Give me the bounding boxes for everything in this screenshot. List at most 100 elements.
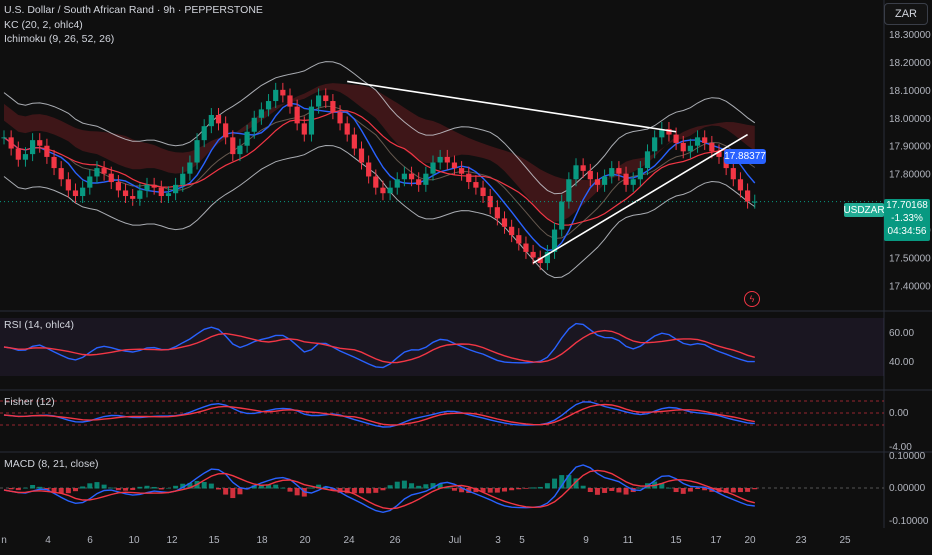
macd-histogram-bar — [258, 484, 264, 489]
candle-body — [8, 137, 14, 149]
fisher-trigger-line — [3, 403, 755, 426]
macd-histogram-bar — [394, 481, 400, 489]
macd-histogram-bar — [544, 483, 550, 489]
date-tick-label: 11 — [623, 535, 634, 546]
macd-histogram-bar — [430, 483, 436, 489]
macd-histogram-bar — [444, 487, 450, 489]
macd-histogram-bar — [130, 488, 136, 491]
macd-histogram-bar — [573, 478, 579, 489]
macd-histogram-bar — [637, 487, 643, 489]
candle-body — [251, 117, 257, 132]
fisher-pane-label[interactable]: Fisher (12) — [4, 396, 55, 408]
currency-button[interactable]: ZAR — [884, 3, 928, 25]
candle-body — [752, 201, 758, 203]
macd-histogram-bar — [87, 483, 93, 489]
date-tick-label: 12 — [166, 535, 178, 546]
macd-histogram-bar — [559, 475, 565, 489]
candle-body — [501, 218, 508, 227]
rsi-pane-label[interactable]: RSI (14, ohlc4) — [4, 319, 75, 331]
macd-histogram-bar — [80, 486, 86, 489]
macd-histogram-bar — [416, 485, 422, 489]
macd-histogram-bar — [151, 486, 157, 489]
macd-histogram-bar — [409, 483, 415, 489]
date-tick-label: 25 — [839, 535, 851, 546]
candle-body — [237, 145, 243, 155]
ichimoku-indicator-label[interactable]: Ichimoku (9, 26, 52, 26) — [4, 33, 115, 45]
candle-body — [494, 207, 500, 219]
macd-histogram-bar — [216, 488, 221, 490]
kc-indicator-label[interactable]: KC (20, 2, ohlc4) — [4, 19, 83, 31]
macd-histogram-bar — [30, 484, 36, 489]
candle-body — [709, 142, 715, 152]
last-price-tag: 17.70168 -1.33% 04:34:56 — [884, 199, 930, 241]
candle-body — [330, 101, 336, 113]
candle-body — [65, 179, 71, 191]
macd-histogram-bar — [94, 482, 100, 489]
date-tick-label: n — [1, 535, 7, 546]
candle-body — [644, 151, 651, 169]
candle-body — [616, 168, 622, 174]
candle-body — [58, 168, 64, 180]
macd-histogram-bar — [337, 488, 343, 493]
macd-signal-line — [3, 469, 755, 510]
date-tick-label: 24 — [343, 535, 355, 546]
candle-body — [223, 123, 229, 138]
price-tick-label: 17.50000 — [889, 254, 931, 265]
date-tick-label: 15 — [208, 535, 220, 546]
macd-histogram-bar — [566, 475, 572, 489]
macd-histogram-bar — [115, 488, 121, 491]
last-price: 17.70168 — [886, 200, 928, 211]
candle-body — [609, 168, 615, 177]
macd-histogram-bar — [659, 483, 665, 489]
candle-body — [37, 140, 43, 146]
macd-histogram-bar — [702, 488, 708, 491]
candle-body — [394, 179, 400, 188]
macd-histogram-bar — [123, 488, 129, 491]
candle-body — [580, 165, 586, 171]
macd-histogram-bar — [401, 480, 407, 489]
candle-body — [287, 95, 293, 107]
macd-histogram-bar — [737, 488, 743, 493]
price-tick-label: 17.80000 — [889, 170, 931, 181]
candle-body — [573, 165, 579, 180]
candle-body — [666, 128, 672, 135]
candle-body — [87, 176, 93, 188]
price-tick-label: 17.90000 — [889, 142, 931, 153]
symbol-tag: USDZAR — [843, 203, 885, 217]
symbol-title[interactable]: U.S. Dollar / South African Rand · 9h · … — [4, 4, 263, 16]
candle-body — [387, 187, 393, 194]
date-tick-label: Jul — [449, 535, 462, 546]
candle-body — [265, 101, 272, 110]
candle-body — [745, 190, 751, 202]
macd-histogram-bar — [695, 488, 701, 490]
macd-histogram-bar — [494, 488, 500, 493]
macd-pane-label[interactable]: MACD (8, 21, close) — [4, 458, 99, 470]
candle-body — [680, 142, 686, 152]
macd-histogram-bar — [344, 488, 350, 494]
date-tick-label: 20 — [744, 535, 756, 546]
candle-body — [659, 128, 665, 138]
candle-body — [623, 173, 629, 185]
candle-body — [716, 151, 722, 157]
candle-body — [559, 201, 565, 230]
candle-body — [423, 173, 429, 185]
candle-body — [344, 123, 350, 135]
macd-histogram-bar — [316, 484, 322, 489]
candle-body — [280, 89, 286, 96]
candle-body — [44, 145, 50, 157]
trendline-price-label: 17.88377 — [724, 149, 766, 164]
rsi-tick-label: 60.00 — [889, 328, 914, 339]
macd-histogram-bar — [359, 488, 364, 494]
candle-body — [602, 176, 608, 185]
candle-body — [122, 190, 129, 197]
date-tick-label: 26 — [389, 535, 401, 546]
macd-histogram-bar — [623, 488, 629, 495]
macd-tick-label: 0.00000 — [889, 483, 926, 494]
macd-histogram-bar — [294, 488, 300, 496]
candle-body — [273, 89, 279, 102]
candle-body — [158, 187, 164, 197]
candle-body — [358, 148, 365, 163]
flash-icon[interactable]: ϟ — [744, 291, 760, 307]
macd-histogram-bar — [173, 485, 179, 489]
